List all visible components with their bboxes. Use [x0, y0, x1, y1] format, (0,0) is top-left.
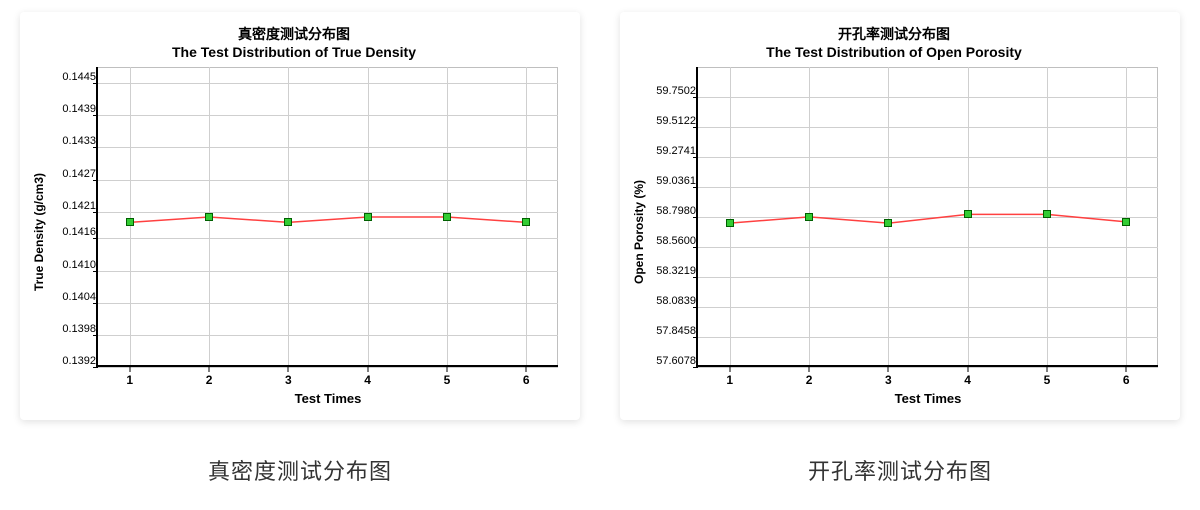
ytick-mark: [93, 115, 98, 116]
data-marker: [284, 218, 292, 226]
data-marker: [726, 219, 734, 227]
xtick-mark: [967, 367, 968, 372]
xtick-mark: [888, 367, 889, 372]
data-marker: [126, 218, 134, 226]
right-plot-area: 123456 Test Times: [696, 67, 1158, 367]
data-marker: [805, 213, 813, 221]
xtick-mark: [209, 367, 210, 372]
xtick-mark: [1126, 367, 1127, 372]
left-panel: 真密度测试分布图 The Test Distribution of True D…: [20, 12, 580, 510]
data-marker: [964, 210, 972, 218]
left-yticks: 0.14450.14390.14330.14270.14210.14160.14…: [48, 67, 96, 367]
ytick-mark: [693, 367, 698, 368]
left-chart-title-cn: 真密度测试分布图: [30, 26, 558, 44]
right-plot-wrap: Open Porosity (%) 59.750259.512259.27415…: [630, 67, 1158, 397]
data-marker: [364, 213, 372, 221]
ytick-mark: [93, 180, 98, 181]
left-caption: 真密度测试分布图: [208, 454, 392, 486]
ytick-mark: [93, 367, 98, 368]
data-line: [730, 214, 1127, 223]
xtick-mark: [129, 367, 130, 372]
data-line: [130, 217, 527, 222]
ytick-mark: [93, 83, 98, 84]
right-panel: 开孔率测试分布图 The Test Distribution of Open P…: [620, 12, 1180, 510]
ytick-mark: [93, 238, 98, 239]
data-marker: [884, 219, 892, 227]
ytick-mark: [693, 307, 698, 308]
right-line-layer: [698, 67, 1158, 365]
left-ylabel: True Density (g/cm3): [30, 173, 48, 291]
right-ylabel: Open Porosity (%): [630, 180, 648, 284]
ytick-mark: [93, 335, 98, 336]
ytick-mark: [93, 147, 98, 148]
data-marker: [205, 213, 213, 221]
ytick-mark: [693, 217, 698, 218]
left-chart-title: 真密度测试分布图 The Test Distribution of True D…: [30, 26, 558, 61]
xtick-mark: [729, 367, 730, 372]
ytick-mark: [693, 187, 698, 188]
ytick-mark: [693, 247, 698, 248]
right-chart-card: 开孔率测试分布图 The Test Distribution of Open P…: [620, 12, 1180, 420]
left-chart-card: 真密度测试分布图 The Test Distribution of True D…: [20, 12, 580, 420]
ytick-mark: [693, 127, 698, 128]
xtick-mark: [446, 367, 447, 372]
xtick-mark: [809, 367, 810, 372]
ytick-mark: [93, 271, 98, 272]
left-plot-wrap: True Density (g/cm3) 0.14450.14390.14330…: [30, 67, 558, 397]
ytick-mark: [93, 303, 98, 304]
right-xlabel: Test Times: [698, 373, 1158, 406]
left-line-layer: [98, 67, 558, 365]
data-marker: [443, 213, 451, 221]
ytick-mark: [693, 277, 698, 278]
right-chart-title-cn: 开孔率测试分布图: [630, 26, 1158, 44]
right-yticks: 59.750259.512259.274159.036158.798058.56…: [648, 67, 696, 367]
xtick-mark: [288, 367, 289, 372]
data-marker: [522, 218, 530, 226]
xtick-mark: [367, 367, 368, 372]
right-chart-title: 开孔率测试分布图 The Test Distribution of Open P…: [630, 26, 1158, 61]
left-chart-title-en: The Test Distribution of True Density: [30, 44, 558, 62]
ytick-mark: [693, 97, 698, 98]
left-xlabel: Test Times: [98, 373, 558, 406]
ytick-mark: [693, 157, 698, 158]
right-chart-title-en: The Test Distribution of Open Porosity: [630, 44, 1158, 62]
data-marker: [1043, 210, 1051, 218]
ytick-mark: [93, 212, 98, 213]
left-plot-area: 123456 Test Times: [96, 67, 558, 367]
ytick-mark: [693, 337, 698, 338]
data-marker: [1122, 218, 1130, 226]
right-caption: 开孔率测试分布图: [808, 454, 992, 486]
xtick-mark: [526, 367, 527, 372]
xtick-mark: [1046, 367, 1047, 372]
